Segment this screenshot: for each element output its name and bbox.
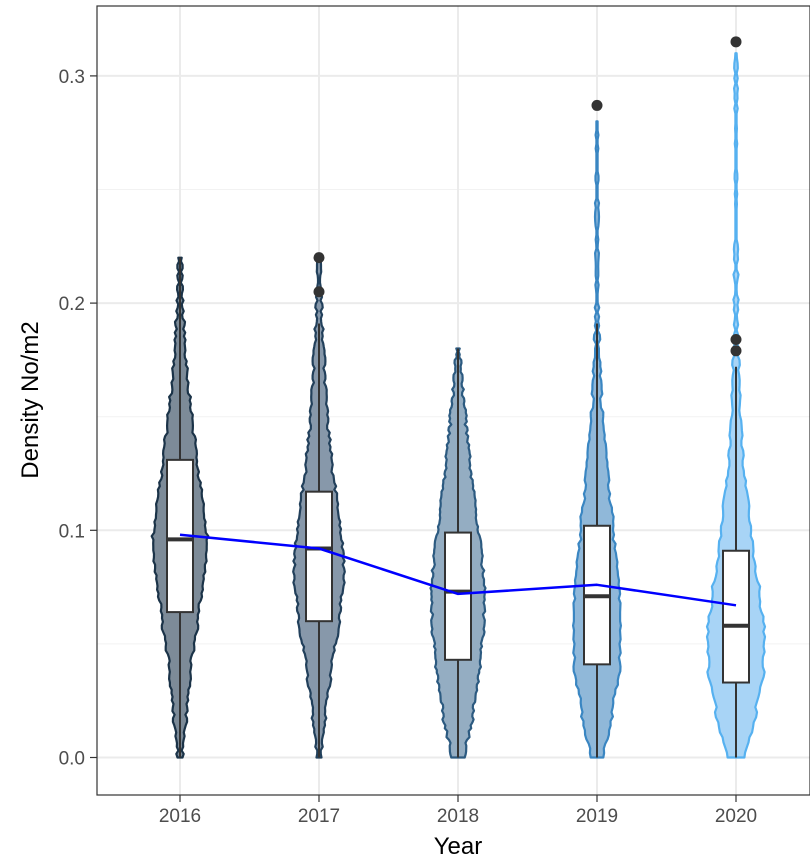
outlier-point-2020 <box>730 36 742 48</box>
x-tick-label: 2016 <box>159 806 201 827</box>
axes: 0.0 0.1 0.2 0.3 2016 2017 2018 2019 2020 <box>59 67 758 827</box>
x-tick-label: 2018 <box>437 806 479 827</box>
x-tick-label: 2020 <box>715 806 757 827</box>
y-axis-title: Density No/m2 <box>17 321 44 478</box>
y-tick-label: 0.0 <box>59 749 85 770</box>
y-tick-label: 0.2 <box>59 294 85 315</box>
y-tick-label: 0.3 <box>59 67 85 88</box>
panel-border <box>96 5 810 796</box>
outlier-point-2020 <box>730 345 742 357</box>
outlier-point-2019 <box>591 99 603 111</box>
x-tick-label: 2017 <box>298 806 340 827</box>
plot-area <box>150 36 767 759</box>
box-2018 <box>444 531 472 661</box>
x-tick-label: 2019 <box>576 806 618 827</box>
x-axis-title: Year <box>434 833 483 860</box>
outlier-point-2017 <box>313 252 325 264</box>
mean-trend-line <box>179 533 737 607</box>
box-2020 <box>722 549 750 684</box>
outlier-point-2017 <box>313 286 325 298</box>
box-2017 <box>305 490 333 623</box>
outlier-point-2020 <box>730 333 742 345</box>
y-tick-label: 0.1 <box>59 521 85 542</box>
